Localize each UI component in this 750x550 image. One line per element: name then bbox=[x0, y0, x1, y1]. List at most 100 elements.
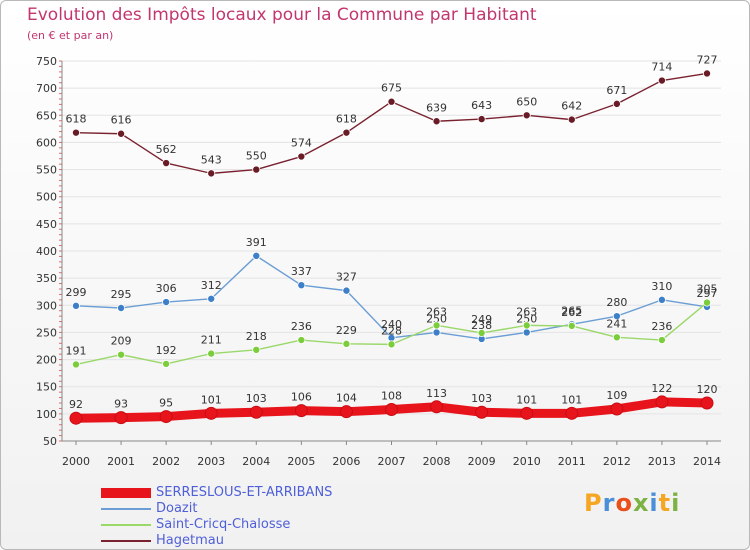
data-label: 574 bbox=[291, 137, 312, 150]
series-hagetmau: 618 616 562 543 550 574 618 675 639 643 650 642 671 7… bbox=[66, 53, 718, 178]
y-tick-label: 600 bbox=[36, 136, 57, 149]
data-label: 109 bbox=[606, 389, 627, 402]
data-point bbox=[117, 129, 126, 138]
chart-title: Evolution des Impôts locaux pour la Comm… bbox=[27, 5, 537, 25]
x-tick-label: 2012 bbox=[603, 455, 631, 468]
data-label: 263 bbox=[516, 305, 537, 318]
data-point bbox=[297, 281, 306, 290]
data-point bbox=[207, 169, 216, 178]
data-point bbox=[475, 405, 489, 419]
data-label: 218 bbox=[246, 330, 267, 343]
data-point bbox=[294, 404, 308, 418]
data-point bbox=[520, 406, 534, 420]
data-label: 106 bbox=[291, 391, 312, 404]
data-point bbox=[655, 395, 669, 409]
data-point bbox=[252, 251, 261, 260]
data-label: 122 bbox=[651, 382, 672, 395]
legend-label: Doazit bbox=[156, 501, 198, 516]
x-tick-label: 2004 bbox=[242, 455, 270, 468]
x-tick-label: 2003 bbox=[197, 455, 225, 468]
data-label: 101 bbox=[201, 393, 222, 406]
data-point bbox=[703, 298, 712, 307]
x-tick-label: 2005 bbox=[287, 455, 315, 468]
data-label: 265 bbox=[561, 304, 582, 317]
data-label: 262 bbox=[561, 306, 582, 319]
data-label: 120 bbox=[697, 383, 718, 396]
data-point bbox=[207, 349, 216, 358]
legend-label: SERRESLOUS-ET-ARRIBANS bbox=[156, 485, 333, 500]
data-point bbox=[610, 402, 624, 416]
data-label: 643 bbox=[471, 99, 492, 112]
data-point bbox=[432, 321, 441, 330]
legend-swatch bbox=[101, 508, 151, 510]
data-label: 727 bbox=[697, 53, 718, 66]
data-point bbox=[252, 345, 261, 354]
data-label: 306 bbox=[156, 282, 177, 295]
data-label: 229 bbox=[336, 324, 357, 337]
x-tick-label: 2010 bbox=[513, 455, 541, 468]
data-point bbox=[342, 286, 351, 295]
x-tick-label: 2007 bbox=[378, 455, 406, 468]
data-point bbox=[72, 301, 81, 310]
data-label: 209 bbox=[111, 335, 132, 348]
y-tick-label: 300 bbox=[36, 299, 57, 312]
y-tick-label: 200 bbox=[36, 354, 57, 367]
data-label: 236 bbox=[651, 320, 672, 333]
proxiti-logo: Proxiti bbox=[584, 489, 680, 517]
data-label: 295 bbox=[111, 288, 132, 301]
data-label: 297 bbox=[697, 287, 718, 300]
legend-item: Hagetmau bbox=[101, 533, 361, 549]
data-point bbox=[297, 336, 306, 345]
data-label: 95 bbox=[159, 397, 173, 410]
logo-letter: P bbox=[584, 489, 603, 517]
data-label: 104 bbox=[336, 392, 357, 405]
legend-label: Hagetmau bbox=[156, 533, 224, 548]
legend-swatch bbox=[101, 488, 151, 498]
x-tick-label: 2011 bbox=[558, 455, 586, 468]
data-point bbox=[567, 115, 576, 124]
data-label: 211 bbox=[201, 334, 222, 347]
y-tick-label: 450 bbox=[36, 218, 57, 231]
y-tick-label: 750 bbox=[36, 55, 57, 68]
series-doazit: 299 295 306 312 391 337 327 240 250 238 250 265 280 3… bbox=[66, 236, 718, 343]
data-label: 543 bbox=[201, 153, 222, 166]
x-tick-label: 2006 bbox=[332, 455, 360, 468]
data-label: 101 bbox=[516, 393, 537, 406]
data-label: 108 bbox=[381, 390, 402, 403]
y-tick-label: 250 bbox=[36, 326, 57, 339]
data-label: 263 bbox=[426, 305, 447, 318]
data-label: 550 bbox=[246, 150, 267, 163]
data-point bbox=[159, 410, 173, 424]
logo-letter: r bbox=[602, 489, 616, 517]
data-point bbox=[522, 321, 531, 330]
data-point bbox=[249, 405, 263, 419]
data-label: 103 bbox=[246, 392, 267, 405]
data-point bbox=[342, 128, 351, 137]
data-label: 305 bbox=[697, 283, 718, 296]
data-label: 250 bbox=[516, 312, 537, 325]
data-label: 327 bbox=[336, 271, 357, 284]
data-point bbox=[567, 321, 576, 330]
data-label: 249 bbox=[471, 313, 492, 326]
data-point bbox=[432, 117, 441, 126]
data-label: 101 bbox=[561, 393, 582, 406]
data-point bbox=[432, 328, 441, 337]
x-tick-label: 2008 bbox=[423, 455, 451, 468]
data-label: 228 bbox=[381, 324, 402, 337]
data-point bbox=[612, 312, 621, 321]
data-point bbox=[72, 128, 81, 137]
y-tick-label: 150 bbox=[36, 381, 57, 394]
data-label: 191 bbox=[66, 344, 87, 357]
data-label: 312 bbox=[201, 279, 222, 292]
data-label: 241 bbox=[606, 317, 627, 330]
data-label: 192 bbox=[156, 344, 177, 357]
data-point bbox=[657, 295, 666, 304]
data-label: 250 bbox=[426, 312, 447, 325]
data-point bbox=[204, 406, 218, 420]
legend-swatch bbox=[101, 524, 151, 526]
y-tick-label: 650 bbox=[36, 109, 57, 122]
chart-legend: SERRESLOUS-ET-ARRIBANS Doazit Saint-Cricq-… bbox=[101, 485, 361, 549]
y-tick-label: 350 bbox=[36, 272, 57, 285]
